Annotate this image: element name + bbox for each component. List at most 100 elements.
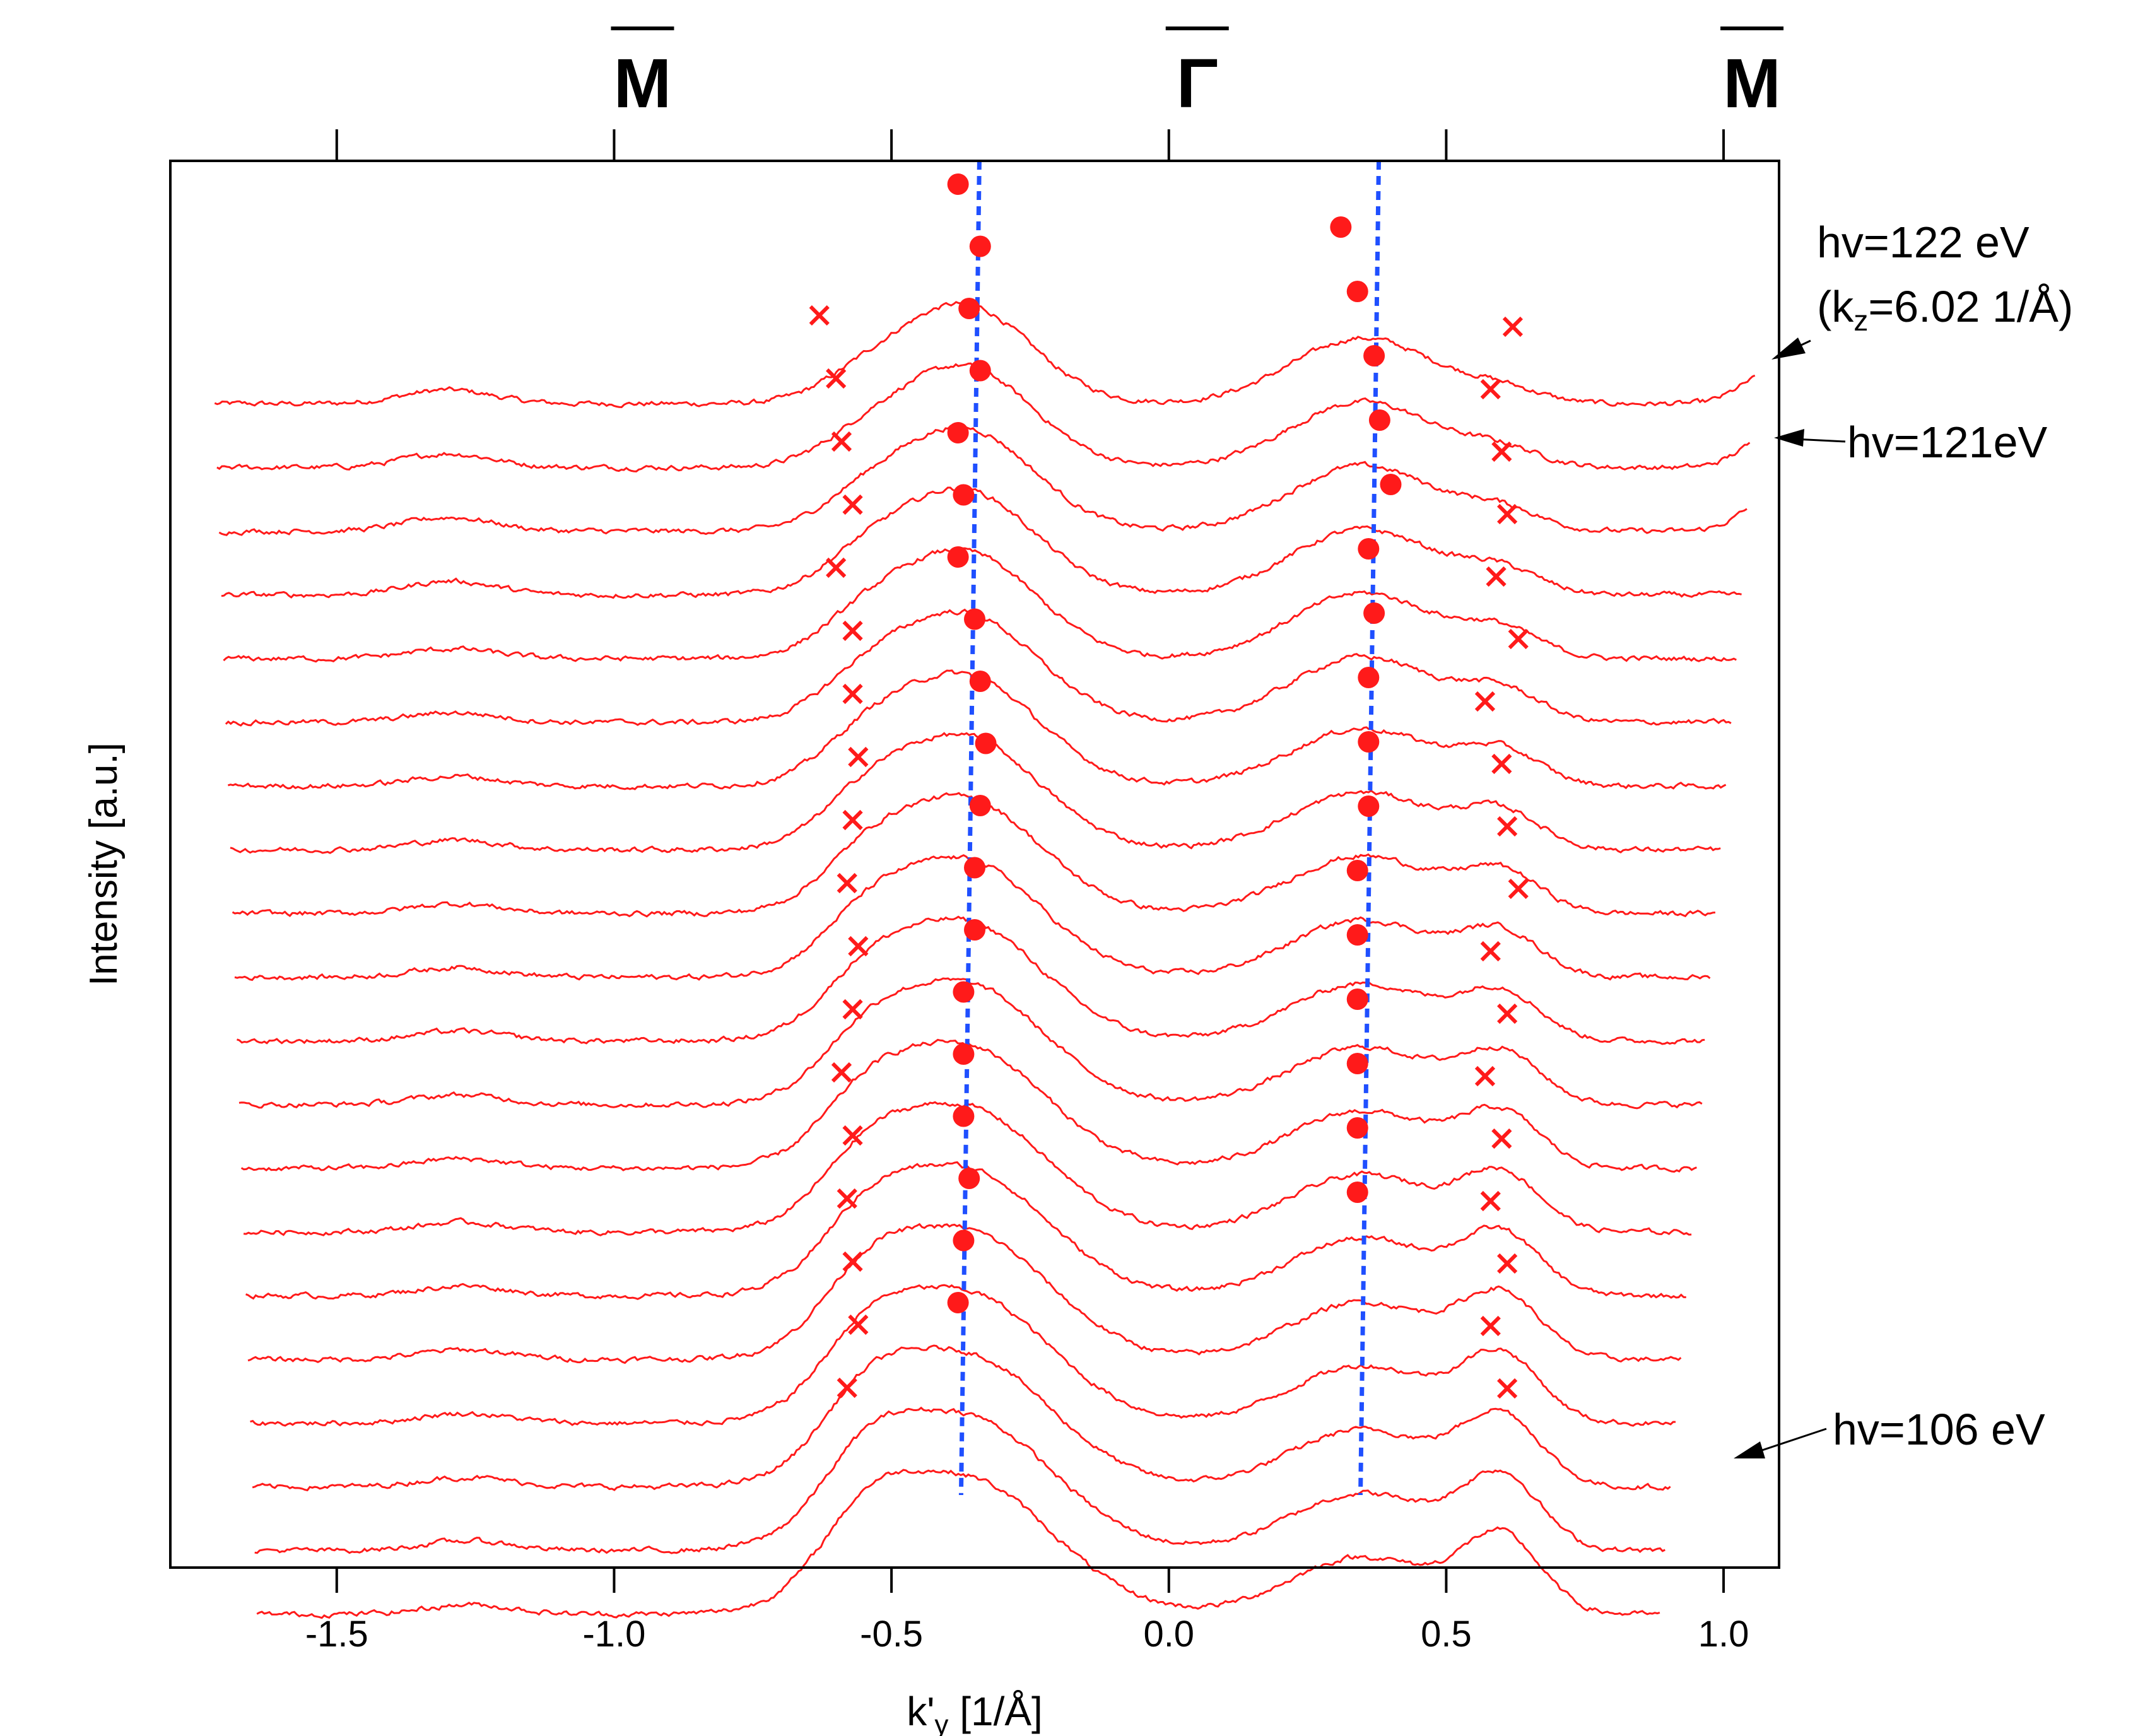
peak-dot-right xyxy=(1358,731,1380,753)
peak-dot-left xyxy=(947,173,969,195)
peak-dot-left xyxy=(969,360,991,382)
x-axis-label-unit: [1/Å] xyxy=(948,1689,1042,1734)
peak-dot-left xyxy=(958,1168,980,1189)
peak-cross xyxy=(842,809,863,831)
peak-cross xyxy=(1502,316,1524,337)
annotation-hv121-label: hv=121eV xyxy=(1847,418,2048,467)
x-tick-label: -1.5 xyxy=(305,1614,368,1655)
peak-cross xyxy=(1497,1378,1518,1399)
peak-cross xyxy=(837,1377,857,1399)
peak-dot-right xyxy=(1358,795,1380,817)
peak-dot-left xyxy=(953,484,975,506)
mdc-curve xyxy=(238,977,1703,1110)
annotation-kz-rest: =6.02 1/Å) xyxy=(1868,282,2073,331)
peak-cross xyxy=(1480,1190,1501,1212)
peak-dot-left xyxy=(947,546,969,568)
peak-cross xyxy=(842,683,863,705)
peak-cross xyxy=(842,494,863,515)
peak-cross xyxy=(831,1062,852,1083)
mdc-curve xyxy=(250,1284,1676,1427)
peak-cross xyxy=(1480,1315,1501,1337)
x-axis-label-sub: y xyxy=(934,1710,948,1736)
symmetry-point-label: M xyxy=(1723,45,1781,122)
peak-dot-left xyxy=(958,298,980,319)
peak-cross xyxy=(1491,1128,1512,1149)
peak-dot-right xyxy=(1346,281,1368,302)
peak-cross xyxy=(831,431,852,452)
peak-dot-right xyxy=(1363,602,1385,624)
peak-cross xyxy=(1497,816,1518,837)
peak-cross xyxy=(842,620,863,642)
peak-cross xyxy=(1480,941,1501,962)
peak-cross xyxy=(1497,1253,1518,1274)
peak-dot-left xyxy=(953,981,975,1003)
plot-frame xyxy=(169,160,1780,1569)
peak-cross xyxy=(1491,753,1512,775)
peak-cross xyxy=(842,1251,863,1272)
peak-cross xyxy=(1508,878,1529,900)
annotation-hv122: hv=122 eV (kz=6.02 1/Å) xyxy=(1771,218,2073,360)
markers-layer xyxy=(809,173,1529,1399)
peak-cross xyxy=(826,557,847,578)
peak-dot-right xyxy=(1346,860,1368,881)
peak-dot-left xyxy=(964,608,985,630)
peak-dot-right xyxy=(1346,1053,1368,1074)
arrow-hv106-line xyxy=(1759,1428,1827,1452)
peak-dot-left xyxy=(953,1043,975,1065)
arrow-hv106-head xyxy=(1734,1441,1765,1458)
annotation-kz-sub: z xyxy=(1853,304,1868,337)
mdc-curve xyxy=(221,486,1742,599)
peak-dot-left xyxy=(964,919,985,941)
curves-layer xyxy=(214,300,1756,1619)
peak-dot-right xyxy=(1368,409,1390,431)
peak-dot-right xyxy=(1330,216,1352,238)
peak-dot-left xyxy=(947,1292,969,1313)
peak-cross xyxy=(809,305,830,326)
annotation-hv106-label: hv=106 eV xyxy=(1833,1405,2045,1454)
peak-dot-left xyxy=(969,795,991,816)
annotation-hv106: hv=106 eV xyxy=(1734,1405,2045,1458)
peak-dot-right xyxy=(1358,667,1380,688)
peak-dot-right xyxy=(1346,988,1368,1010)
peak-cross xyxy=(837,1188,857,1209)
annotation-kz-prefix: (k xyxy=(1817,282,1854,331)
peak-dot-left xyxy=(953,1229,975,1252)
mdc-curve xyxy=(223,547,1737,663)
peak-cross xyxy=(848,746,869,768)
peak-dot-left xyxy=(964,857,985,879)
x-axis-label-main: k' xyxy=(907,1689,934,1734)
peak-dot-right xyxy=(1358,538,1380,560)
peak-cross xyxy=(1474,1065,1496,1087)
x-tick-label: -0.5 xyxy=(860,1614,923,1655)
peak-dot-left xyxy=(969,235,991,257)
peak-cross xyxy=(1508,628,1529,650)
symmetry-point-label: M xyxy=(614,45,672,122)
peak-cross xyxy=(848,1314,869,1335)
peak-dot-right xyxy=(1380,474,1402,495)
peak-cross xyxy=(1497,1003,1518,1024)
x-axis-ticks: -1.5 -1.0 -0.5 0.0 0.5 1.0 xyxy=(305,1568,1749,1655)
peak-cross xyxy=(848,935,869,957)
peak-cross xyxy=(1497,503,1518,525)
peak-cross xyxy=(1480,378,1501,400)
dashed-guide-line xyxy=(1358,160,1382,1496)
x-tick-label: 0.0 xyxy=(1143,1614,1194,1655)
mdc-curve xyxy=(214,300,1756,409)
annotation-kz-label: (kz=6.02 1/Å) xyxy=(1817,282,2073,337)
x-axis-label: k'y [1/Å] xyxy=(907,1689,1043,1736)
mdc-curve xyxy=(218,423,1748,536)
peak-dot-left xyxy=(969,671,991,692)
mdc-curve xyxy=(256,1469,1660,1619)
x-tick-label: 1.0 xyxy=(1698,1614,1749,1655)
peak-cross xyxy=(826,368,847,389)
peak-dot-left xyxy=(947,422,969,443)
peak-cross xyxy=(842,999,863,1020)
mdc-curve xyxy=(254,1406,1665,1554)
mdc-curve xyxy=(252,1344,1671,1492)
arrow-hv122-head xyxy=(1771,337,1806,360)
guides-layer xyxy=(958,160,1382,1496)
x-tick-label: -1.0 xyxy=(582,1614,645,1655)
peak-dot-right xyxy=(1346,1182,1368,1203)
